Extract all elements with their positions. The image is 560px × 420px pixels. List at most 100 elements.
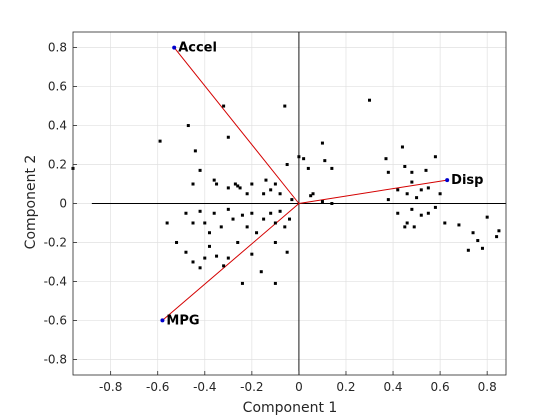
- score-point: [207, 231, 211, 235]
- score-point: [193, 149, 197, 153]
- x-tick-label: 0.4: [383, 380, 402, 394]
- score-point: [231, 217, 235, 221]
- score-point: [191, 182, 195, 186]
- score-point: [288, 217, 291, 221]
- score-point: [165, 221, 169, 225]
- score-point: [415, 196, 419, 200]
- score-point: [198, 168, 202, 172]
- score-point: [438, 192, 442, 196]
- y-tick-label: 0.8: [48, 41, 67, 55]
- score-point: [262, 192, 266, 196]
- score-point: [250, 182, 254, 186]
- score-point: [368, 98, 372, 102]
- score-point: [419, 188, 423, 192]
- score-point: [426, 211, 430, 215]
- score-point: [320, 200, 324, 204]
- y-tick-label: 0.2: [48, 158, 67, 172]
- y-tick-label: -0.2: [44, 235, 67, 249]
- score-point: [250, 252, 254, 256]
- score-point: [273, 221, 277, 225]
- score-point: [212, 178, 216, 182]
- score-point: [433, 155, 437, 159]
- score-point: [283, 104, 287, 108]
- score-point: [236, 240, 240, 244]
- score-point: [330, 202, 334, 205]
- score-point: [198, 209, 202, 213]
- score-point: [403, 225, 407, 229]
- score-point: [222, 104, 226, 108]
- score-point: [215, 182, 219, 186]
- score-point: [175, 240, 179, 244]
- x-tick-label: 0.2: [336, 380, 355, 394]
- score-point: [400, 145, 404, 149]
- score-point: [278, 192, 282, 196]
- y-tick-label: 0.4: [48, 119, 67, 133]
- score-point: [466, 248, 470, 252]
- score-point: [240, 281, 244, 285]
- score-point: [419, 213, 423, 217]
- score-point: [273, 240, 277, 244]
- score-point: [158, 139, 162, 143]
- score-point: [457, 223, 461, 227]
- score-point: [184, 211, 188, 215]
- score-point: [273, 182, 277, 186]
- score-point: [386, 198, 390, 202]
- score-point: [396, 211, 400, 215]
- score-point: [219, 225, 223, 229]
- score-point: [309, 194, 313, 198]
- score-points: [71, 98, 501, 285]
- score-point: [405, 192, 409, 196]
- y-tick-label: -0.8: [44, 352, 67, 366]
- score-point: [412, 225, 416, 229]
- score-point: [226, 135, 230, 139]
- score-point: [238, 186, 242, 190]
- score-point: [198, 266, 202, 270]
- score-point: [283, 225, 287, 229]
- score-point: [497, 229, 501, 233]
- score-point: [323, 159, 327, 163]
- score-point: [480, 246, 484, 250]
- score-point: [262, 217, 266, 221]
- score-point: [259, 270, 263, 274]
- score-point: [215, 254, 219, 258]
- score-point: [476, 239, 480, 243]
- score-point: [236, 184, 240, 188]
- score-point: [255, 231, 259, 235]
- x-axis-label: Component 1: [243, 400, 338, 416]
- score-point: [245, 225, 249, 229]
- loading-vectors: Accel Disp MPG: [160, 41, 483, 328]
- score-point: [285, 250, 289, 254]
- vector-label-disp: Disp: [451, 173, 483, 188]
- score-point: [403, 164, 407, 168]
- score-point: [471, 231, 475, 235]
- vector-label-accel: Accel: [178, 41, 217, 56]
- score-point: [207, 244, 211, 248]
- score-point: [250, 211, 254, 215]
- score-point: [226, 256, 230, 260]
- score-point: [433, 205, 437, 209]
- score-point: [233, 182, 237, 186]
- score-point: [330, 166, 334, 170]
- score-point: [424, 168, 428, 172]
- score-point: [426, 186, 430, 190]
- score-point: [297, 155, 301, 159]
- score-point: [302, 157, 306, 161]
- score-point: [269, 211, 273, 215]
- score-point: [386, 170, 390, 174]
- x-tick-label: 0: [295, 380, 303, 394]
- score-point: [320, 141, 324, 145]
- x-tick-label: 0.6: [431, 380, 450, 394]
- score-point: [384, 157, 388, 161]
- score-point: [278, 209, 282, 213]
- score-point: [240, 213, 244, 217]
- score-point: [203, 256, 207, 260]
- score-point: [410, 170, 414, 174]
- score-point: [184, 250, 188, 254]
- score-point: [269, 188, 273, 192]
- score-point: [203, 221, 207, 225]
- y-tick-label: -0.4: [44, 274, 67, 288]
- score-point: [212, 211, 216, 215]
- score-point: [306, 166, 310, 170]
- score-point: [495, 235, 499, 239]
